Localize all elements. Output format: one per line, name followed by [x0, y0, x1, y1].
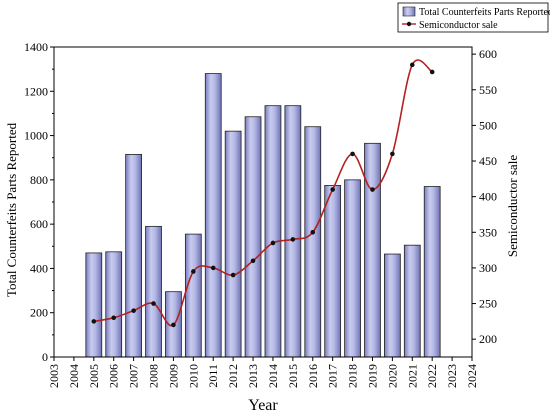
bar-2011	[204, 73, 222, 358]
y-tick-label-600: 600	[30, 217, 48, 231]
x-tick-label-2003: 2003	[47, 364, 61, 388]
y2-tick-label-600: 600	[479, 47, 497, 61]
bar-2016	[304, 126, 322, 358]
bar-series	[85, 73, 441, 358]
y2-tick-label-400: 400	[479, 190, 497, 204]
line-point-2014	[270, 240, 276, 246]
line-point-2012	[230, 272, 236, 278]
line-point-2017	[330, 187, 335, 192]
x-tick-label-2024: 2024	[465, 364, 479, 388]
legend-box	[397, 2, 549, 33]
x-tick-label-2021: 2021	[405, 364, 419, 388]
x-tick-label-2009: 2009	[166, 364, 180, 388]
y-tick-label-0: 0	[42, 350, 48, 364]
x-tick-label-2016: 2016	[306, 364, 320, 388]
x-tick-label-2010: 2010	[186, 364, 200, 388]
bar-2022	[423, 186, 441, 358]
x-axis: 2003 2004 2005 2006 2007 2008 2009 2010 2011 2012…	[47, 357, 479, 388]
line-point-2018	[350, 151, 355, 157]
bar-2015	[284, 105, 302, 358]
bar-2006	[105, 251, 123, 358]
x-tick-label-2023: 2023	[445, 364, 459, 388]
line-point-2010	[191, 269, 196, 274]
legend: Total Counterfeits Parts Reported Semicon…	[397, 2, 550, 33]
legend-bar-swatch	[402, 6, 416, 17]
x-tick-label-2019: 2019	[365, 364, 379, 388]
x-tick-label-2014: 2014	[266, 364, 280, 388]
line-point-2019	[370, 187, 375, 192]
bar-2014	[264, 105, 282, 358]
y2-tick-label-500: 500	[479, 118, 497, 132]
x-tick-label-2008: 2008	[147, 364, 161, 388]
bar-2020	[384, 253, 401, 358]
line-series	[91, 59, 435, 328]
y2-axis-title: Semiconductor sale	[505, 155, 520, 257]
y2-tick-label-450: 450	[479, 154, 497, 168]
x-tick-label-2006: 2006	[107, 364, 121, 388]
x-tick-label-2017: 2017	[326, 364, 340, 388]
line-point-2009	[171, 322, 176, 328]
bar-2021	[403, 244, 421, 358]
x-tick-label-2020: 2020	[385, 364, 399, 388]
y-tick-label-800: 800	[30, 173, 48, 187]
y-tick-label-1000: 1000	[24, 129, 48, 143]
bar-2007	[125, 153, 142, 358]
y-tick-label-200: 200	[30, 306, 48, 320]
bar-2005	[85, 252, 103, 358]
x-tick-label-2007: 2007	[127, 364, 141, 388]
y2-tick-label-350: 350	[479, 225, 497, 239]
x-tick-label-2005: 2005	[87, 364, 101, 388]
x-axis-title: Year	[248, 397, 278, 414]
line-point-2022	[429, 69, 435, 75]
x-tick-label-2015: 2015	[286, 364, 300, 388]
y-tick-label-1400: 1400	[24, 40, 48, 54]
line-point-2016	[310, 229, 316, 235]
line-point-2006	[111, 315, 117, 321]
y2-tick-label-550: 550	[479, 83, 497, 97]
x-tick-label-2004: 2004	[67, 364, 81, 388]
legend-label-line: Semiconductor sale	[419, 20, 498, 31]
line-point-2020	[390, 151, 395, 157]
line-point-2015	[290, 237, 296, 242]
y2-tick-label-250: 250	[479, 297, 497, 311]
line-point-2008	[151, 301, 156, 306]
x-tick-label-2011: 2011	[206, 364, 220, 388]
bar-2010	[184, 233, 202, 358]
x-tick-label-2013: 2013	[246, 364, 260, 388]
y-tick-label-1200: 1200	[24, 84, 48, 98]
bar-2018	[344, 179, 361, 358]
y-axis-right: 200 250 300 350 400 450 500 550 600	[472, 47, 497, 346]
y-axis-title: Total Counterfeits Parts Reported	[4, 122, 19, 297]
line-point-2021	[409, 62, 415, 68]
bar-2013	[244, 116, 262, 358]
line-point-2013	[250, 258, 256, 264]
y2-tick-label-300: 300	[479, 261, 497, 275]
line-point-2007	[131, 308, 136, 313]
line-point-2011	[210, 265, 216, 271]
y2-tick-label-200: 200	[479, 332, 497, 346]
x-tick-label-2018: 2018	[346, 364, 360, 388]
line-point-2005	[91, 319, 97, 324]
bar-2019	[364, 142, 381, 358]
x-tick-label-2022: 2022	[425, 364, 439, 388]
y-tick-label-400: 400	[30, 261, 48, 275]
legend-line-marker	[406, 21, 412, 27]
y-axis-left: 0 200 400 600 800 1000 1200 1400	[24, 40, 54, 364]
bar-2008	[145, 225, 162, 358]
legend-label-bars: Total Counterfeits Parts Reported	[419, 7, 550, 18]
bar-2012	[224, 130, 242, 358]
x-tick-label-2012: 2012	[226, 364, 240, 388]
bar-2017	[324, 184, 342, 358]
